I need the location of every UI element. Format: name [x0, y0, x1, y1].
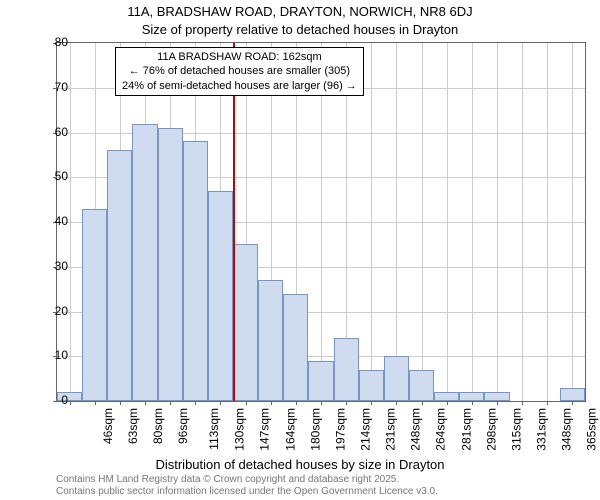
y-tick-label: 50	[44, 169, 68, 183]
annotation-line1: 11A BRADSHAW ROAD: 162sqm	[122, 50, 357, 64]
y-tick-label: 40	[44, 214, 68, 228]
x-tick-mark	[522, 401, 523, 405]
y-tick-label: 80	[44, 35, 68, 49]
histogram-bar	[308, 361, 333, 401]
x-tick-label: 315sqm	[510, 408, 524, 451]
attribution: Contains HM Land Registry data © Crown c…	[56, 474, 438, 498]
histogram-bar	[233, 244, 258, 401]
histogram-bar	[132, 124, 157, 401]
x-tick-mark	[422, 401, 423, 405]
histogram-bar	[484, 392, 509, 401]
x-tick-mark	[145, 401, 146, 405]
histogram-bar	[258, 280, 283, 401]
x-tick-label: 63sqm	[126, 408, 140, 444]
x-tick-mark	[472, 401, 473, 405]
x-axis-label: Distribution of detached houses by size …	[0, 457, 600, 472]
x-tick-label: 96sqm	[176, 408, 190, 444]
x-tick-label: 80sqm	[151, 408, 165, 444]
chart-container: 11A, BRADSHAW ROAD, DRAYTON, NORWICH, NR…	[0, 0, 600, 500]
attribution-line1: Contains HM Land Registry data © Crown c…	[56, 474, 438, 486]
plot-area: 11A BRADSHAW ROAD: 162sqm← 76% of detach…	[56, 42, 586, 402]
grid-line-v	[522, 43, 523, 401]
grid-line-v	[472, 43, 473, 401]
y-tick-label: 10	[44, 348, 68, 362]
chart-title-main: 11A, BRADSHAW ROAD, DRAYTON, NORWICH, NR…	[0, 4, 600, 19]
y-tick-label: 20	[44, 304, 68, 318]
x-tick-label: 348sqm	[560, 408, 574, 451]
histogram-bar	[359, 370, 384, 401]
grid-line-v	[321, 43, 322, 401]
x-tick-label: 147sqm	[258, 408, 272, 451]
attribution-line2: Contains public sector information licen…	[56, 486, 438, 498]
y-tick-label: 0	[44, 393, 68, 407]
grid-line-v	[447, 43, 448, 401]
x-tick-label: 180sqm	[308, 408, 322, 451]
x-tick-label: 331sqm	[535, 408, 549, 451]
grid-line-v	[547, 43, 548, 401]
y-tick-label: 70	[44, 80, 68, 94]
annotation-line3: 24% of semi-detached houses are larger (…	[122, 79, 357, 93]
y-tick-label: 30	[44, 259, 68, 273]
x-tick-label: 298sqm	[484, 408, 498, 451]
x-tick-label: 264sqm	[434, 408, 448, 451]
histogram-bar	[208, 191, 233, 401]
marker-line	[233, 43, 235, 401]
x-tick-mark	[120, 401, 121, 405]
x-tick-label: 248sqm	[409, 408, 423, 451]
grid-line-v	[70, 43, 71, 401]
x-tick-label: 113sqm	[207, 408, 221, 450]
histogram-bar	[82, 209, 107, 401]
x-tick-mark	[321, 401, 322, 405]
x-tick-mark	[220, 401, 221, 405]
x-tick-mark	[497, 401, 498, 405]
x-tick-label: 365sqm	[585, 408, 599, 451]
histogram-bar	[459, 392, 484, 401]
x-tick-mark	[70, 401, 71, 405]
x-tick-mark	[296, 401, 297, 405]
x-tick-label: 281sqm	[459, 408, 473, 451]
grid-line-v	[572, 43, 573, 401]
y-tick-label: 60	[44, 125, 68, 139]
x-tick-label: 164sqm	[283, 408, 297, 451]
x-tick-mark	[246, 401, 247, 405]
x-tick-label: 197sqm	[334, 408, 348, 451]
marker-annotation: 11A BRADSHAW ROAD: 162sqm← 76% of detach…	[115, 47, 364, 96]
x-tick-mark	[447, 401, 448, 405]
x-tick-mark	[346, 401, 347, 405]
grid-line-v	[396, 43, 397, 401]
x-tick-mark	[271, 401, 272, 405]
grid-line-v	[422, 43, 423, 401]
grid-line-v	[371, 43, 372, 401]
x-tick-mark	[572, 401, 573, 405]
histogram-bar	[107, 150, 132, 401]
annotation-line2: ← 76% of detached houses are smaller (30…	[122, 64, 357, 78]
x-tick-mark	[195, 401, 196, 405]
x-tick-mark	[547, 401, 548, 405]
histogram-bar	[183, 141, 208, 401]
x-tick-label: 214sqm	[359, 408, 373, 451]
x-tick-label: 130sqm	[233, 408, 247, 451]
histogram-bar	[158, 128, 183, 401]
x-tick-mark	[396, 401, 397, 405]
x-tick-label: 231sqm	[384, 408, 398, 451]
histogram-bar	[560, 388, 585, 401]
x-tick-label: 46sqm	[101, 408, 115, 444]
x-tick-mark	[170, 401, 171, 405]
histogram-bar	[434, 392, 459, 401]
x-tick-mark	[95, 401, 96, 405]
histogram-bar	[409, 370, 434, 401]
histogram-bar	[334, 338, 359, 401]
x-tick-mark	[371, 401, 372, 405]
histogram-bar	[384, 356, 409, 401]
histogram-bar	[283, 294, 308, 401]
grid-line-v	[497, 43, 498, 401]
chart-title-sub: Size of property relative to detached ho…	[0, 22, 600, 37]
